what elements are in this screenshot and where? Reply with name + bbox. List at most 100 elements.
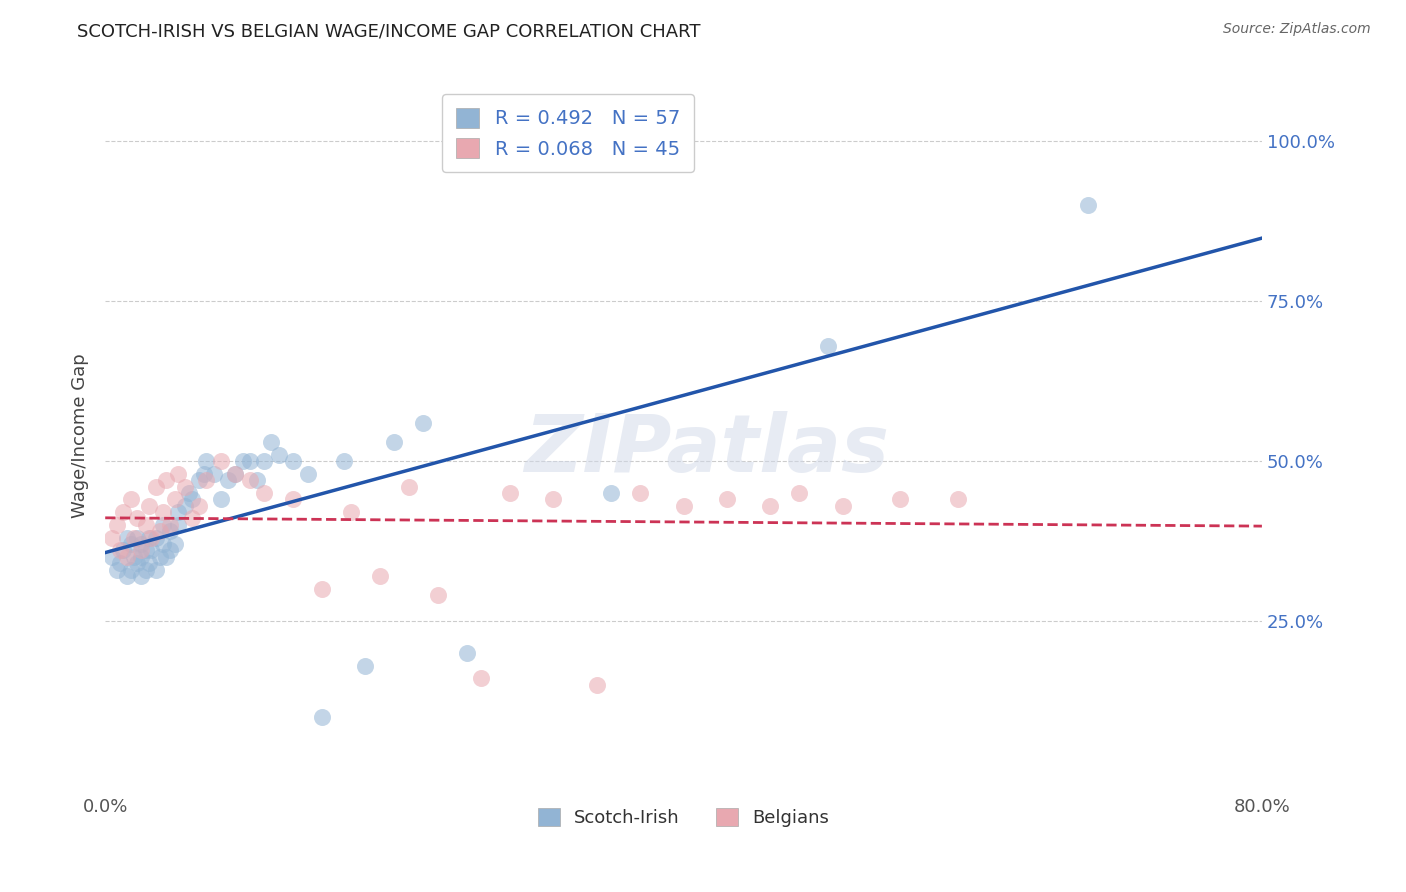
Point — [333, 454, 356, 468]
Point — [138, 556, 160, 570]
Text: ZIPatlas: ZIPatlas — [524, 410, 889, 489]
Point — [202, 467, 225, 481]
Point — [311, 709, 333, 723]
Point — [188, 499, 211, 513]
Point — [217, 473, 239, 487]
Legend: Scotch-Irish, Belgians: Scotch-Irish, Belgians — [531, 801, 837, 834]
Point — [105, 563, 128, 577]
Point — [120, 537, 142, 551]
Point — [101, 549, 124, 564]
Point — [628, 486, 651, 500]
Point — [135, 543, 157, 558]
Point — [267, 448, 290, 462]
Point — [253, 454, 276, 468]
Point — [108, 543, 131, 558]
Point — [111, 505, 134, 519]
Point — [173, 499, 195, 513]
Point — [889, 492, 911, 507]
Point — [108, 556, 131, 570]
Point — [246, 473, 269, 487]
Point — [163, 492, 186, 507]
Point — [543, 492, 565, 507]
Point — [138, 531, 160, 545]
Point — [181, 511, 204, 525]
Point — [759, 499, 782, 513]
Point — [163, 537, 186, 551]
Point — [166, 517, 188, 532]
Point — [125, 556, 148, 570]
Text: Source: ZipAtlas.com: Source: ZipAtlas.com — [1223, 22, 1371, 37]
Point — [155, 473, 177, 487]
Point — [224, 467, 246, 481]
Point — [155, 549, 177, 564]
Point — [340, 505, 363, 519]
Point — [152, 517, 174, 532]
Point — [948, 492, 970, 507]
Point — [239, 473, 262, 487]
Point — [600, 486, 623, 500]
Point — [120, 492, 142, 507]
Y-axis label: Wage/Income Gap: Wage/Income Gap — [72, 353, 89, 517]
Point — [716, 492, 738, 507]
Point — [831, 499, 853, 513]
Point — [585, 678, 607, 692]
Point — [166, 467, 188, 481]
Point — [177, 486, 200, 500]
Point — [159, 543, 181, 558]
Point — [138, 499, 160, 513]
Point — [125, 531, 148, 545]
Point — [159, 524, 181, 539]
Point — [131, 569, 153, 583]
Point — [283, 492, 305, 507]
Point — [368, 569, 391, 583]
Point — [195, 454, 218, 468]
Point — [149, 549, 172, 564]
Point — [152, 537, 174, 551]
Point — [122, 531, 145, 545]
Point — [122, 549, 145, 564]
Point — [253, 486, 276, 500]
Point — [166, 505, 188, 519]
Point — [149, 524, 172, 539]
Point — [456, 646, 478, 660]
Point — [115, 569, 138, 583]
Point — [195, 473, 218, 487]
Point — [239, 454, 262, 468]
Point — [426, 588, 449, 602]
Point — [787, 486, 810, 500]
Point — [224, 467, 246, 481]
Point — [412, 416, 434, 430]
Point — [232, 454, 254, 468]
Point — [672, 499, 695, 513]
Point — [111, 543, 134, 558]
Point — [125, 511, 148, 525]
Point — [135, 563, 157, 577]
Point — [1077, 198, 1099, 212]
Point — [135, 517, 157, 532]
Point — [398, 479, 420, 493]
Point — [384, 434, 406, 449]
Point — [260, 434, 283, 449]
Point — [141, 543, 163, 558]
Point — [145, 479, 167, 493]
Point — [131, 543, 153, 558]
Point — [354, 658, 377, 673]
Point — [115, 531, 138, 545]
Point — [105, 517, 128, 532]
Point — [311, 582, 333, 596]
Point — [297, 467, 319, 481]
Point — [152, 505, 174, 519]
Point — [470, 671, 492, 685]
Point — [120, 563, 142, 577]
Point — [101, 531, 124, 545]
Point — [131, 537, 153, 551]
Point — [209, 492, 232, 507]
Point — [131, 549, 153, 564]
Point — [145, 563, 167, 577]
Point — [188, 473, 211, 487]
Point — [193, 467, 215, 481]
Text: SCOTCH-IRISH VS BELGIAN WAGE/INCOME GAP CORRELATION CHART: SCOTCH-IRISH VS BELGIAN WAGE/INCOME GAP … — [77, 22, 700, 40]
Point — [145, 531, 167, 545]
Point — [499, 486, 522, 500]
Point — [115, 549, 138, 564]
